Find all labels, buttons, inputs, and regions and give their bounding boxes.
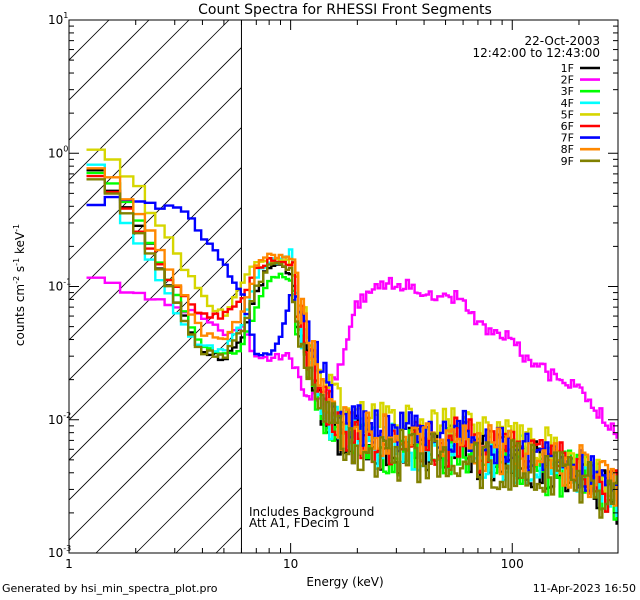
x-axis-label: Energy (keV) xyxy=(306,575,383,589)
hatch-line xyxy=(69,366,242,541)
y-label-part: counts cm xyxy=(13,284,27,346)
legend-label-5F: 5F xyxy=(561,108,574,121)
date-label: 22-Oct-2003 xyxy=(524,34,600,48)
legend-label-8F: 8F xyxy=(561,143,574,156)
annotation-attenuator: Att A1, FDecim 1 xyxy=(249,516,350,530)
hatch-line xyxy=(95,406,242,553)
y-label-exp: -1 xyxy=(12,224,21,232)
series-7F-line xyxy=(86,195,618,502)
hatch-line xyxy=(135,446,242,553)
y-tick-labels: 10-3 10-2 10-1 100 101 xyxy=(48,11,71,560)
x-tick-label: 10 xyxy=(283,557,298,571)
legend-label-7F: 7F xyxy=(561,132,574,145)
attenuator-hatch-region xyxy=(69,20,242,553)
y-label-part: keV xyxy=(13,231,27,258)
legend-label-3F: 3F xyxy=(561,85,574,98)
hatch-line xyxy=(69,326,242,501)
legend-label-9F: 9F xyxy=(561,155,574,168)
y-tick-label: 10-2 xyxy=(48,411,71,427)
x-tick-label: 1 xyxy=(65,557,73,571)
y-tick-label: 10-3 xyxy=(48,544,71,560)
x-tick-labels: 1 10 100 xyxy=(65,557,524,571)
legend-label-1F: 1F xyxy=(561,62,574,75)
series-layer xyxy=(86,148,618,525)
y-label-exp: -2 xyxy=(12,276,21,284)
y-tick-label: 10-1 xyxy=(48,278,71,294)
chart-title: Count Spectra for RHESSI Front Segments xyxy=(198,2,492,18)
legend-label-6F: 6F xyxy=(561,120,574,133)
hatch-line xyxy=(69,20,230,181)
annotation-background: Includes Background xyxy=(249,505,374,519)
hatch-line xyxy=(69,86,242,261)
axis-ticks xyxy=(68,19,619,554)
y-axis-label: counts cm-2 s-1 keV-1 xyxy=(12,224,27,346)
timestamp-text: 11-Apr-2023 16:50 xyxy=(532,582,636,595)
y-label-exp: -1 xyxy=(12,258,21,266)
legend-label-2F: 2F xyxy=(561,74,574,87)
time-range-label: 12:42:00 to 12:43:00 xyxy=(473,46,600,60)
series-9F-line xyxy=(86,178,618,519)
hatch-line xyxy=(69,246,242,421)
series-2F-line xyxy=(86,276,618,439)
y-label-part: s xyxy=(13,266,27,276)
hatch-line xyxy=(69,20,190,141)
y-tick-label: 101 xyxy=(48,11,68,27)
hatch-line xyxy=(69,126,242,301)
hatch-line xyxy=(69,46,242,221)
series-8F-line xyxy=(86,167,618,507)
hatch-line xyxy=(69,206,242,381)
hatch-line xyxy=(69,166,242,341)
y-tick-label: 100 xyxy=(48,144,68,160)
x-tick-label: 100 xyxy=(501,557,524,571)
generated-by-text: Generated by hsi_min_spectra_plot.pro xyxy=(2,582,218,595)
legend-label-4F: 4F xyxy=(561,97,574,110)
